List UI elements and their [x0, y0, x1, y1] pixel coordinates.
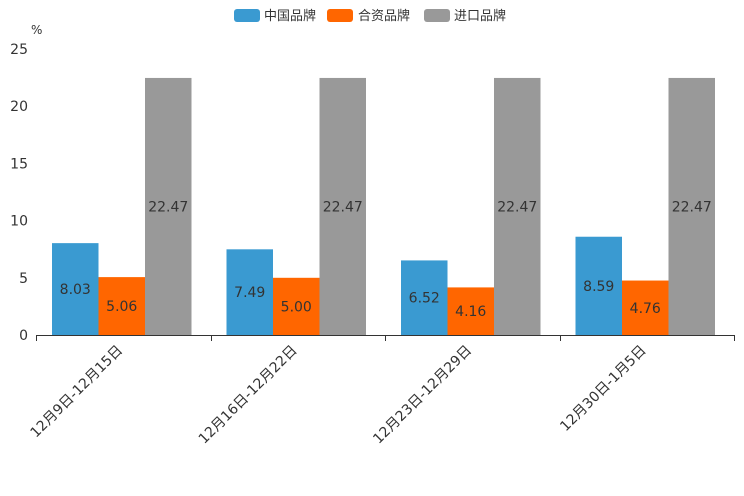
data-label: 4.76: [630, 301, 661, 317]
bar-s1-c3[interactable]: [401, 260, 448, 335]
data-label: 8.03: [60, 282, 91, 298]
bar-s1-c1[interactable]: [52, 243, 99, 335]
legend[interactable]: 中国品牌 合资品牌 进口品牌: [234, 8, 506, 24]
data-label: 22.47: [323, 199, 363, 215]
bar-s2-c2[interactable]: [273, 277, 320, 335]
legend-swatch-3[interactable]: [424, 9, 450, 22]
bar-s3-c2[interactable]: [319, 77, 367, 335]
data-label: 4.16: [455, 304, 486, 320]
x-category-label: 12月16日-12月22日: [196, 343, 301, 448]
x-category-label: 12月23日-12月29日: [370, 343, 475, 448]
data-label: 8.59: [583, 279, 614, 295]
y-tick-label: 25: [10, 42, 28, 58]
y-tick-label: 5: [19, 271, 28, 287]
bar-s2-c3[interactable]: [447, 287, 495, 335]
bar-s1-c2[interactable]: [226, 249, 274, 335]
data-label: 22.47: [672, 199, 712, 215]
y-tick-label: 0: [19, 328, 28, 344]
x-axis: 12月9日-12月15日 12月16日-12月22日 12月23日-12月29日 12…: [28, 335, 735, 447]
y-tick-label: 10: [10, 214, 28, 230]
bar-s3-c3[interactable]: [494, 77, 541, 335]
data-label: 22.47: [497, 199, 537, 215]
y-axis: 0 5 10 15 20 25: [10, 42, 28, 344]
bar-s3-c4[interactable]: [668, 77, 716, 335]
data-label: 5.00: [281, 299, 312, 315]
legend-swatch-2[interactable]: [327, 9, 353, 22]
bar-s2-c1[interactable]: [98, 277, 146, 335]
bar-s3-c1[interactable]: [145, 77, 192, 335]
legend-label-1[interactable]: 中国品牌: [264, 8, 316, 24]
data-label: 6.52: [409, 291, 440, 307]
bar-s2-c4[interactable]: [622, 280, 669, 335]
bars: 8.03 5.06 22.47 7.49 5.00 22.47 6.52 4.16 22.47 8…: [52, 77, 716, 335]
legend-label-2[interactable]: 合资品牌: [358, 8, 410, 24]
x-category-label: 12月9日-12月15日: [28, 343, 127, 442]
data-label: 5.06: [106, 299, 137, 315]
legend-label-3[interactable]: 进口品牌: [454, 8, 506, 24]
y-tick-label: 15: [10, 156, 28, 172]
y-tick-label: 20: [10, 99, 28, 115]
legend-swatch-1[interactable]: [234, 9, 260, 22]
data-label: 7.49: [234, 285, 265, 301]
x-category-label: 12月30日-1月5日: [557, 343, 649, 435]
data-label: 22.47: [148, 199, 188, 215]
bar-s1-c4[interactable]: [575, 236, 623, 335]
y-axis-unit: %: [31, 23, 42, 37]
